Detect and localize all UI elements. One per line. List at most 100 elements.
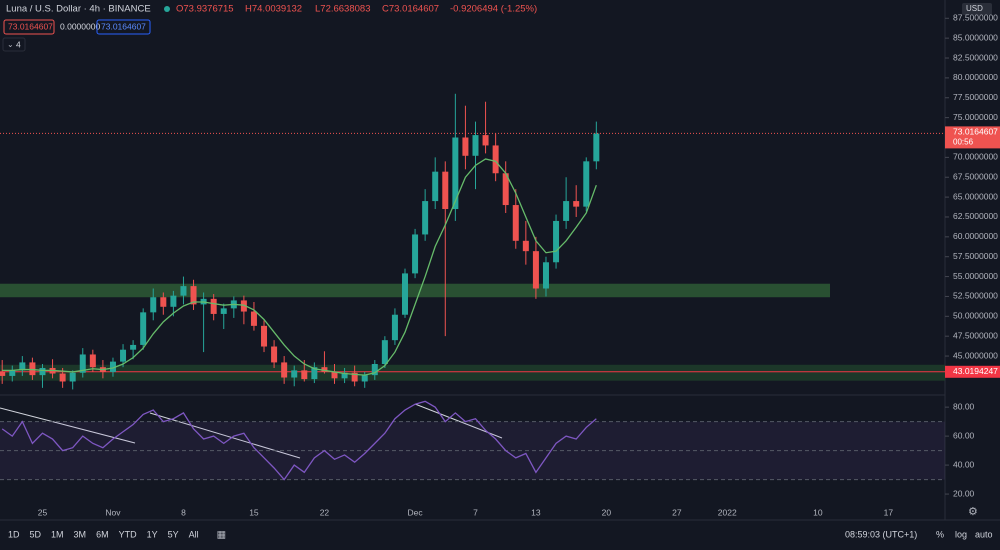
candle-body [472,135,479,156]
candle-body [220,308,227,314]
zone [0,283,830,298]
rsi-tick-label: 20.00 [953,488,975,498]
range-button[interactable]: 3M [74,529,87,539]
rsi-tick-label: 40.00 [953,459,975,469]
candle-body [190,286,197,305]
candle-body [109,361,116,372]
candle-body [432,171,439,202]
status-dot [164,6,170,12]
y-tick-label: 70.0000000 [953,152,998,162]
candle-body [180,286,187,296]
candle-body [542,262,549,289]
candle-body [341,372,348,379]
candle-body [391,314,398,341]
range-button[interactable]: YTD [119,529,138,539]
ohlc-high: H74.0039132 [245,4,302,15]
x-tick-label: 22 [320,507,330,517]
level-label-box [945,365,1000,378]
badge[interactable] [3,19,55,35]
x-tick-label: 25 [38,507,48,517]
candle-body [0,371,6,376]
candle-body [311,367,318,380]
candle-body [130,344,137,350]
candle-body [442,171,449,210]
symbol[interactable]: Luna / U.S. Dollar · 4h · BINANCE [6,4,151,15]
candle-body [361,375,368,382]
x-tick-label: 17 [884,507,894,517]
candle-body [553,220,560,263]
currency-button[interactable] [962,3,992,15]
y-tick-label: 57.5000000 [953,251,998,261]
range-button[interactable]: 5D [30,529,42,539]
y-tick-label: 47.5000000 [953,330,998,340]
candle-body [140,312,147,345]
candle-body [59,373,66,382]
y-tick-label: 87.5000000 [953,13,998,23]
candle-body [240,300,247,312]
settings-icon[interactable]: ⚙ [968,506,978,518]
candle-body [573,201,580,207]
range-button[interactable]: 1Y [147,529,158,539]
candle-body [452,137,459,210]
badge-blue: 73.0164607 [101,21,146,31]
badge-zero: 0.0000000 [60,21,100,31]
x-tick-label: 13 [531,507,541,517]
candle-body [512,205,519,241]
candle-body [502,173,509,206]
candle-body [19,362,26,371]
range-button[interactable]: 5Y [168,529,179,539]
candle-body [170,295,177,307]
candle-body [482,135,489,146]
indicator-count: 4 [16,39,21,49]
candle-body [150,297,157,313]
candle-body [522,240,529,252]
x-tick-label: 8 [181,507,186,517]
candle-body [39,367,46,376]
y-tick-label: 67.5000000 [953,171,998,181]
indicator-toggle[interactable] [2,37,26,52]
candle-body [321,367,328,372]
candle-body [593,133,600,162]
auto-toggle[interactable]: auto [975,529,993,539]
countdown: 00:56 [953,137,974,146]
rsi-tick-label: 80.00 [953,401,975,411]
candle-body [160,297,167,307]
y-tick-label: 55.0000000 [953,271,998,281]
candle-body [532,251,539,289]
candle-body [301,370,308,380]
currency: USD [966,4,983,13]
moving-average [2,158,597,376]
badge-price: 73.0164607 [8,21,53,31]
date-range-icon[interactable]: ▦ [217,530,226,541]
range-button[interactable]: 1D [8,529,20,539]
rsi-tick-label: 60.00 [953,430,975,440]
y-tick-label: 82.5000000 [953,52,998,62]
y-tick-label: 80.0000000 [953,72,998,82]
range-button[interactable]: 6M [96,529,109,539]
y-tick-label: 62.5000000 [953,211,998,221]
candle-body [412,234,419,274]
log-toggle[interactable]: log [955,529,967,539]
ohlc-open: O73.9376715 [176,4,234,15]
price-label-box [945,126,1000,149]
y-tick-label: 75.0000000 [953,112,998,122]
candle-body [79,354,86,373]
badge[interactable] [96,19,151,35]
y-tick-label: 60.0000000 [953,231,998,241]
candle-body [422,201,429,235]
level-label: 43.0194247 [953,366,998,376]
percent-toggle[interactable]: % [936,529,944,539]
candle-body [210,298,217,314]
x-tick-label: 27 [672,507,682,517]
trend-drawing [0,407,136,444]
x-tick-label: 20 [602,507,612,517]
range-button[interactable]: All [189,529,199,539]
clock: 08:59:03 (UTC+1) [845,529,917,539]
x-tick-label: 15 [249,507,259,517]
candle-body [351,372,358,382]
y-tick-label: 50.0000000 [953,311,998,321]
x-tick-label: 2022 [718,507,737,517]
range-button[interactable]: 1M [51,529,64,539]
x-tick-label: Nov [105,507,121,517]
